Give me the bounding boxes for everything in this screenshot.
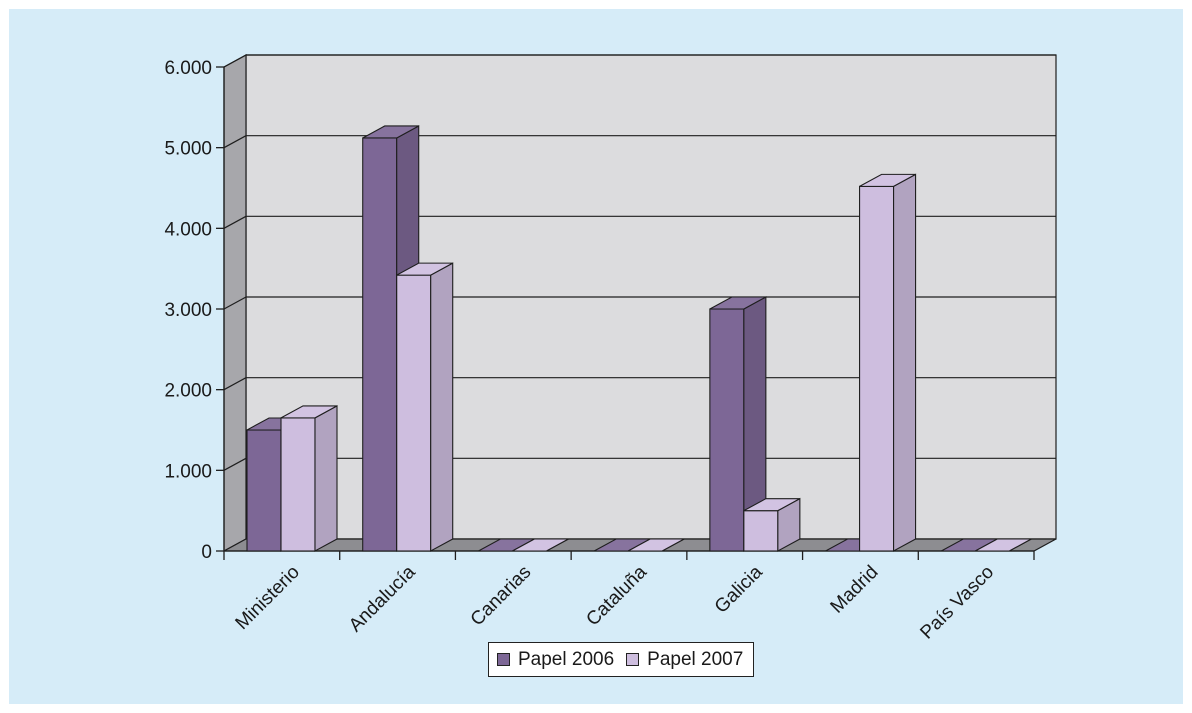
bar-top [280, 405, 338, 419]
bar-top [512, 538, 569, 552]
y-tick-label: 3.000 [164, 300, 212, 321]
x-tick-label: Canarias [467, 562, 536, 631]
x-tick-label: Ministerio [232, 562, 304, 634]
legend-item-series-2: Papel 2007 [626, 649, 743, 671]
bar-2-6 [859, 173, 917, 552]
bars [246, 125, 1032, 552]
bar-top [859, 173, 916, 187]
gridline-side [223, 54, 247, 68]
y-tick-label: 5.000 [164, 139, 212, 160]
legend: Papel 2006 Papel 2007 [488, 642, 755, 677]
gridline-side [223, 135, 247, 149]
bar-top [396, 262, 453, 276]
bar-front [246, 429, 282, 552]
legend-label-series-1: Papel 2006 [518, 648, 615, 670]
bar-front [280, 417, 316, 552]
bar-1-5 [709, 296, 767, 552]
x-tick-label: Galicia [711, 561, 767, 617]
bar-front [396, 274, 432, 552]
y-tick-label: 1.000 [164, 461, 212, 482]
legend-label-series-2: Papel 2007 [647, 648, 744, 670]
bar-top [709, 296, 767, 310]
bar-top [627, 538, 685, 552]
y-tick-label: 0 [201, 542, 212, 563]
bar-side [430, 262, 454, 552]
bar-top [975, 538, 1032, 552]
bar-front [709, 308, 745, 552]
bar-side [893, 173, 917, 552]
y-tick-label: 4.000 [164, 219, 212, 240]
bar-2-2 [396, 262, 454, 552]
bar-top [743, 498, 801, 512]
bar-2-3 [512, 538, 569, 552]
bar-2-5 [743, 497, 801, 552]
x-tick-label: País Vasco [916, 562, 998, 644]
x-tick-label: Andalucía [345, 561, 420, 636]
gridline-side [223, 377, 247, 391]
y-tick-label: 6.000 [164, 58, 212, 79]
legend-swatch-series-2 [626, 653, 640, 666]
y-tick-label: 2.000 [164, 381, 212, 402]
bar-2-1 [280, 404, 338, 552]
bar-2-4 [627, 538, 685, 552]
chart-walls [223, 53, 1057, 553]
bar-front [743, 510, 779, 552]
bar-top [362, 125, 419, 139]
legend-item-series-1: Papel 2006 [497, 649, 614, 671]
gridline-side [223, 215, 247, 229]
legend-swatch-series-1 [497, 653, 510, 666]
bar-side [314, 404, 338, 552]
bar-front [362, 137, 398, 552]
x-tick-label: Madrid [827, 562, 883, 618]
x-axis-ticks: Ministerio Andalucía Canarias Cataluña Galic… [223, 551, 1035, 644]
gridline-side [223, 457, 247, 471]
y-axis-ticks: 0 1.000 2.000 3.000 4.000 5.000 6.000 [164, 58, 224, 563]
bar-2-7 [975, 538, 1032, 552]
x-tick-label: Cataluña [582, 561, 651, 630]
bar-front [859, 185, 895, 552]
gridline-side [223, 296, 247, 310]
